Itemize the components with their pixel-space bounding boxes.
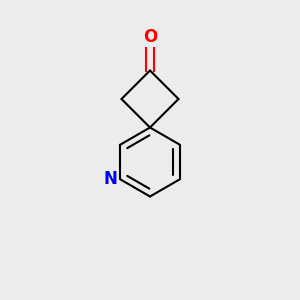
Text: N: N bbox=[104, 170, 118, 188]
Text: O: O bbox=[143, 28, 157, 46]
